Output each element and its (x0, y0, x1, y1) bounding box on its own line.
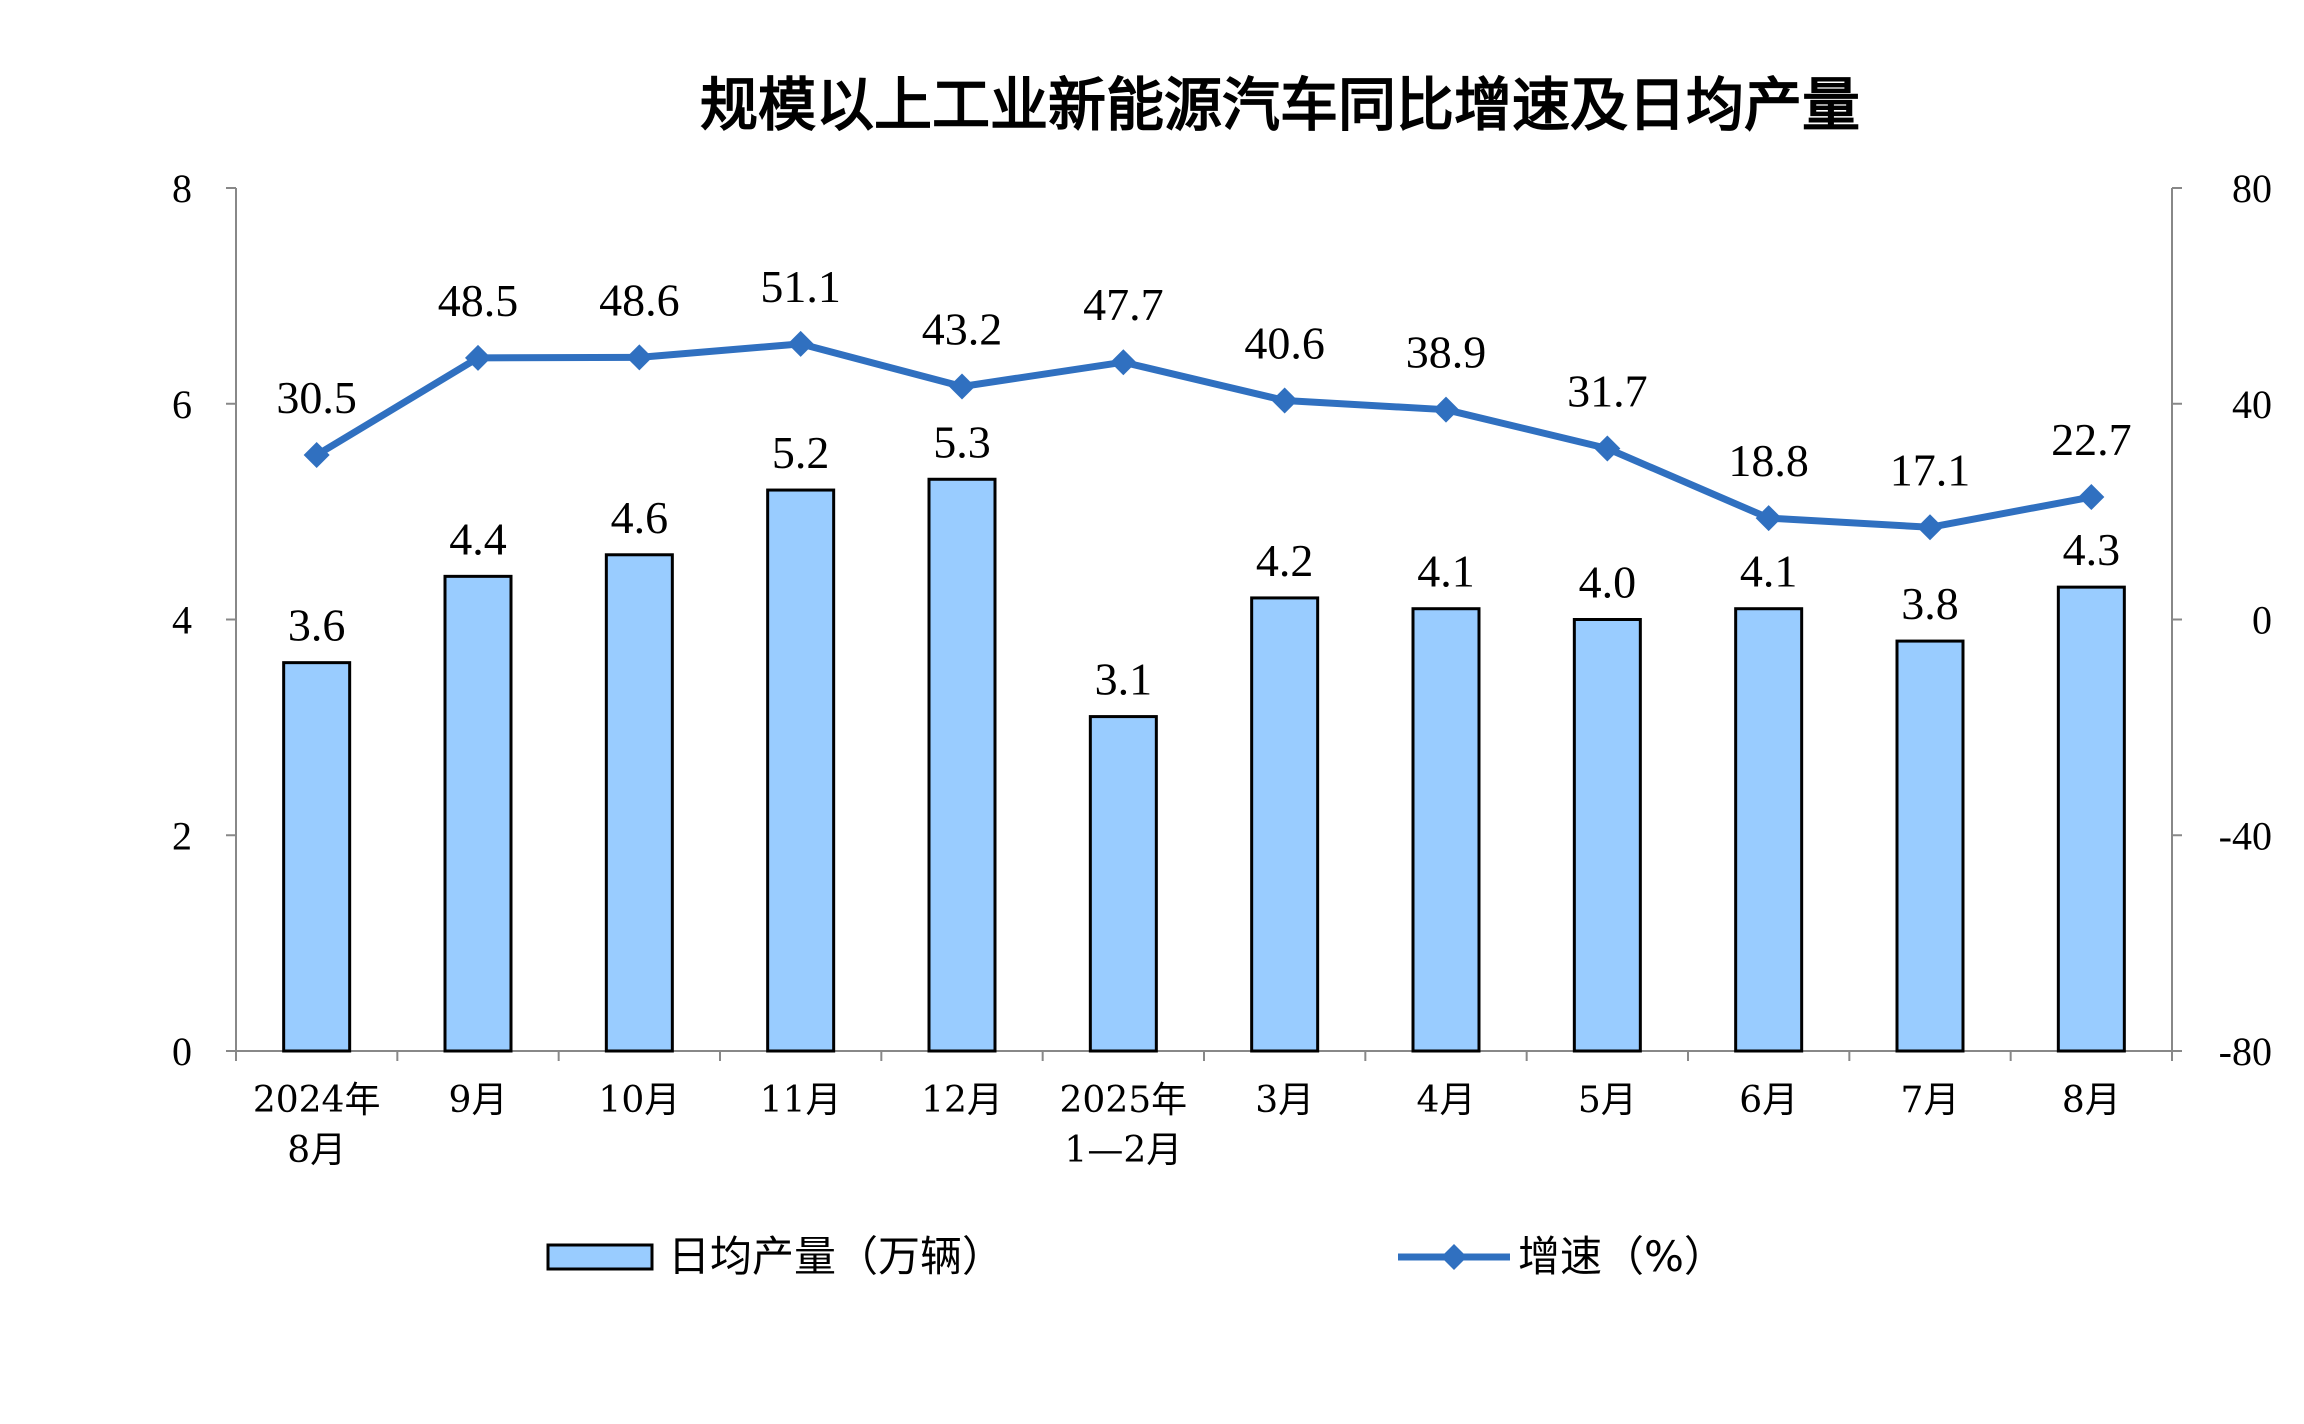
bar (1250, 596, 1320, 1053)
line-data-label: 30.5 (276, 372, 357, 423)
bar (1895, 639, 1965, 1053)
bar-data-label: 4.3 (2063, 524, 2121, 575)
bar (766, 488, 836, 1053)
bar-data-label: 4.2 (1256, 535, 1314, 586)
right-axis-tick-label: 40 (2232, 382, 2272, 427)
line-data-label: 48.6 (599, 274, 680, 325)
bar-data-label: 3.1 (1095, 654, 1153, 705)
category-label: 4月 (1417, 1080, 1476, 1121)
line-marker (1755, 505, 1782, 532)
category-label: 1—2月 (1064, 1130, 1182, 1171)
line-data-label: 31.7 (1567, 366, 1648, 417)
bar-data-label: 3.8 (1901, 578, 1959, 629)
bar-data-label: 4.4 (449, 513, 507, 564)
line-data-label: 51.1 (760, 261, 841, 312)
left-axis-tick-label: 2 (172, 813, 192, 858)
bar (927, 477, 997, 1053)
growth-line (314, 340, 2092, 531)
line-marker (303, 441, 330, 468)
line-marker (2078, 484, 2105, 511)
line-data-label: 18.8 (1728, 435, 1809, 486)
category-label: 2024年 (253, 1080, 381, 1121)
category-label: 11月 (760, 1080, 842, 1121)
line-data-label: 38.9 (1406, 327, 1487, 378)
right-axis-tick-label: -40 (2219, 813, 2272, 858)
category-label: 9月 (449, 1080, 508, 1121)
line-marker (1110, 349, 1137, 376)
bar-data-label: 4.0 (1579, 557, 1637, 608)
line-marker (787, 330, 814, 357)
right-axis-tick-label: 0 (2252, 598, 2272, 643)
bar-data-label: 4.1 (1740, 546, 1798, 597)
legend-bar-swatch (546, 1243, 654, 1271)
line-data-label: 40.6 (1244, 318, 1325, 369)
right-axis-tick-label: 80 (2232, 166, 2272, 211)
line-marker (1917, 514, 1943, 541)
category-label: 7月 (1901, 1080, 1960, 1121)
bar (1572, 618, 1642, 1053)
bar-data-label: 5.2 (772, 427, 830, 478)
category-label: 10月 (598, 1080, 680, 1121)
legend-bar-label: 日均产量（万辆） (668, 1232, 1004, 1281)
left-axis-tick-label: 0 (172, 1029, 192, 1074)
chart-title: 规模以上工业新能源汽车同比增速及日均产量 (699, 71, 1860, 139)
category-label: 6月 (1739, 1080, 1798, 1121)
bar (1734, 607, 1804, 1053)
right-axis-tick-label: -80 (2219, 1029, 2272, 1074)
line-data-label: 17.1 (1890, 444, 1971, 495)
left-axis-tick-label: 4 (172, 598, 192, 643)
bar-data-label: 4.1 (1417, 546, 1475, 597)
left-axis-tick-label: 8 (172, 166, 192, 211)
legend-line-marker (1441, 1244, 1467, 1270)
line-marker (1594, 435, 1621, 462)
category-label: 5月 (1578, 1080, 1637, 1121)
line-data-label: 47.7 (1083, 279, 1164, 330)
line-marker (949, 373, 975, 400)
left-axis-tick-label: 6 (172, 382, 192, 427)
category-label: 12月 (921, 1080, 1003, 1121)
bar (2056, 585, 2126, 1053)
bar (604, 553, 674, 1053)
bar (282, 661, 352, 1053)
category-label: 3月 (1255, 1080, 1314, 1121)
bar-data-label: 5.3 (933, 416, 991, 467)
line-marker (626, 344, 653, 371)
bar-data-label: 3.6 (288, 600, 346, 651)
bar (443, 574, 513, 1053)
bar-data-label: 4.6 (611, 492, 669, 543)
line-data-label: 22.7 (2051, 414, 2132, 465)
line-data-label: 43.2 (922, 303, 1003, 354)
line-data-label: 48.5 (438, 275, 519, 326)
line-marker (1271, 387, 1298, 414)
category-label: 8月 (2062, 1080, 2121, 1121)
category-label: 8月 (287, 1130, 346, 1171)
bar (1411, 607, 1481, 1053)
legend-line-label: 增速（%） (1518, 1232, 1726, 1281)
category-label: 2025年 (1060, 1080, 1188, 1121)
line-marker (465, 344, 491, 371)
bar (1088, 715, 1158, 1053)
line-marker (1433, 396, 1459, 423)
